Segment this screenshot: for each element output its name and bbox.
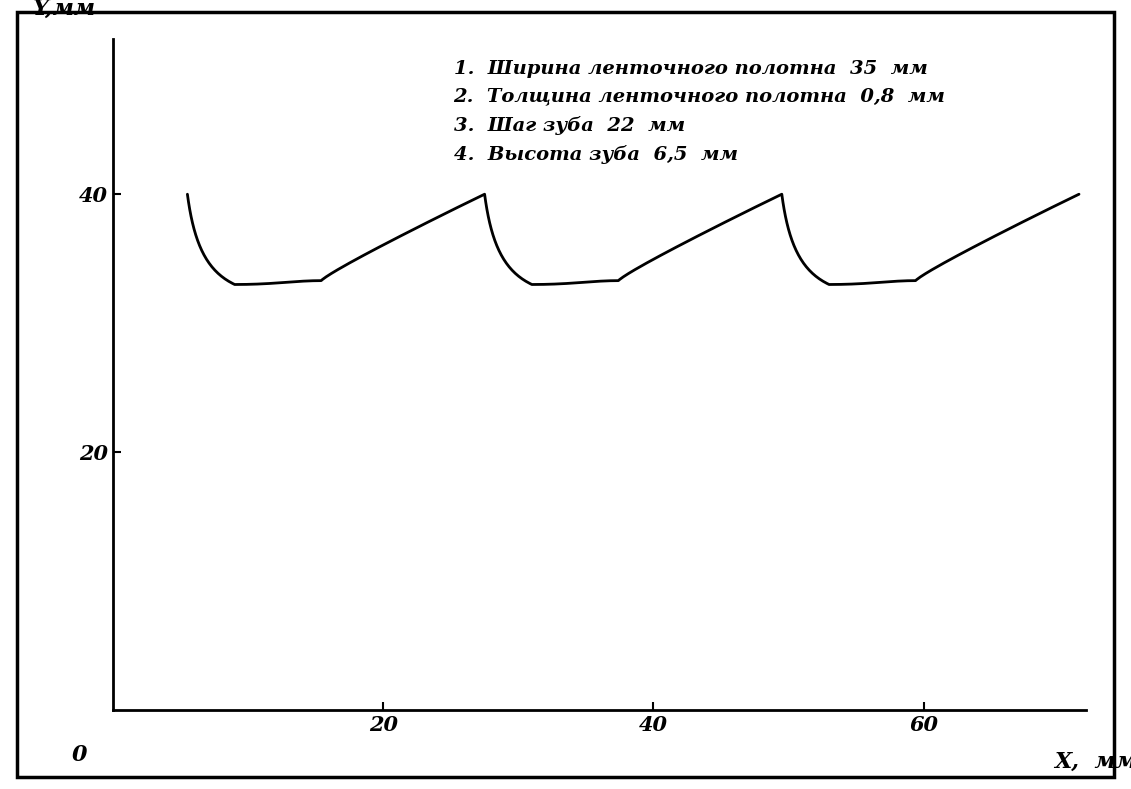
Y-axis label: Y,мм: Y,мм	[33, 0, 96, 20]
X-axis label: X,  мм: X, мм	[1054, 750, 1131, 772]
Text: 1.  Ширина ленточного полотна  35  мм
2.  Толщина ленточного полотна  0,8  мм
3.: 1. Ширина ленточного полотна 35 мм 2. То…	[454, 60, 946, 164]
Text: 0: 0	[71, 744, 87, 766]
